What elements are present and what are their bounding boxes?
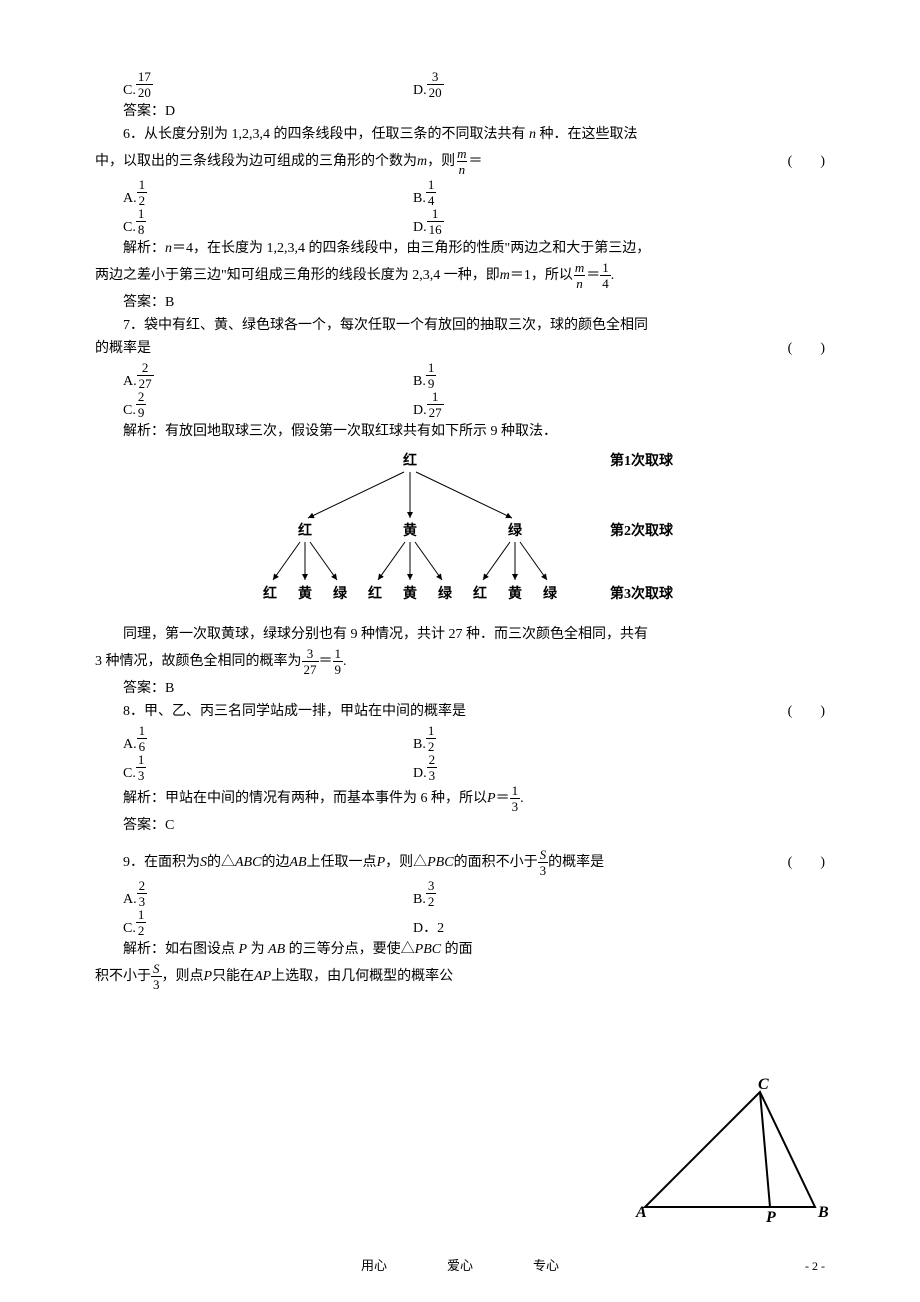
- tree-diagram: 红 第1次取球 红 黄 绿 第2次取球 红 黄 绿 红: [95, 450, 825, 620]
- q6-answer: 答案：B: [95, 292, 825, 313]
- bracket: ( ): [788, 151, 825, 172]
- q8-text: 8．甲、乙、丙三名同学站成一排，甲站在中间的概率是 ( ): [95, 701, 825, 722]
- q6-sol2: 两边之差小于第三边"知可组成三角形的线段长度为 2,3,4 一种，即 m＝1，所…: [95, 261, 825, 290]
- q6-opt-a: A.12: [123, 178, 413, 207]
- q6-row-ab: A.12 B.14: [95, 178, 825, 207]
- bracket: ( ): [788, 852, 825, 873]
- q8-sol: 解析：甲站在中间的情况有两种，而基本事件为 6 种，所以 P＝ 13 .: [95, 784, 825, 813]
- q5-row-cd: C. 17 20 D. 3 20: [95, 70, 825, 99]
- q9-opt-a: A.23: [123, 879, 413, 908]
- q9-opt-c: C.12: [123, 908, 413, 937]
- q8-opt-a: A.16: [123, 724, 413, 753]
- tree-mid-0: 红: [298, 522, 312, 539]
- q8-answer: 答案：C: [95, 815, 825, 836]
- q9-row-cd: C.12 D．2: [95, 908, 825, 937]
- tree-leaf-4: 黄: [403, 585, 417, 602]
- tree-leaf-5: 绿: [438, 585, 453, 602]
- footer-c: 专心: [533, 1255, 559, 1274]
- q6-line2: 中，以取出的三条线段为边可组成的三角形的个数为 m，则 m n ＝ ( ): [95, 147, 825, 176]
- q8-row-ab: A.16 B.12: [95, 724, 825, 753]
- tree-leaf-0: 红: [263, 585, 277, 602]
- q7-row-cd: C.29 D.127: [95, 390, 825, 419]
- footer-a: 用心: [361, 1255, 387, 1274]
- fraction: m n: [455, 147, 468, 176]
- tree-leaf-1: 黄: [298, 585, 312, 602]
- tree-leaf-3: 红: [368, 585, 382, 602]
- tri-A: A: [635, 1204, 647, 1221]
- q9-row-ab: A.23 B.32: [95, 879, 825, 908]
- q9-sol1: 解析：如右图设点 P 为 AB 的三等分点，要使△PBC 的面: [95, 939, 603, 960]
- q5-answer: 答案：D: [95, 101, 825, 122]
- triangle-svg: A B C P: [630, 1077, 830, 1227]
- q7-opt-d: D.127: [413, 390, 444, 419]
- tri-P: P: [765, 1209, 776, 1226]
- q7-sol2: 同理，第一次取黄球，绿球分别也有 9 种情况，共计 27 种．而三次颜色全相同，…: [95, 624, 825, 645]
- q7-answer: 答案：B: [95, 678, 825, 699]
- q7-sol3: 3 种情况，故颜色全相同的概率为 327 ＝ 19 .: [95, 647, 825, 676]
- tree-leaf-7: 黄: [508, 585, 522, 602]
- tree-l1: 第1次取球: [610, 452, 674, 469]
- q7-opt-b: B.19: [413, 361, 436, 390]
- q7-sol1: 解析：有放回地取球三次，假设第一次取红球共有如下所示 9 种取法．: [95, 421, 825, 442]
- q8-opt-d: D.23: [413, 753, 437, 782]
- tree-mid-2: 绿: [508, 522, 523, 539]
- tree-leaf-2: 绿: [333, 585, 348, 602]
- opt-label: D.: [413, 83, 427, 99]
- bracket: ( ): [788, 701, 825, 722]
- bracket: ( ): [788, 338, 825, 359]
- q6-sol1: 解析：n＝4，在长度为 1,2,3,4 的四条线段中，由三角形的性质"两边之和大…: [95, 238, 825, 259]
- tree-svg: 红 第1次取球 红 黄 绿 第2次取球 红 黄 绿 红: [220, 450, 700, 620]
- q5-opt-d: D. 3 20: [413, 70, 444, 99]
- q8-opt-c: C.13: [123, 753, 413, 782]
- q7-opt-a: A.227: [123, 361, 413, 390]
- q6-opt-c: C.18: [123, 207, 413, 236]
- q6-line1: 6．从长度分别为 1,2,3,4 的四条线段中，任取三条的不同取法共有 n 种．…: [95, 124, 825, 145]
- fraction: 17 20: [136, 70, 153, 99]
- q9-opt-d: D．2: [413, 908, 444, 937]
- q8-opt-b: B.12: [413, 724, 436, 753]
- fraction: 3 20: [427, 70, 444, 99]
- q7-opt-c: C.29: [123, 390, 413, 419]
- tree-leaf-8: 绿: [543, 585, 558, 602]
- footer-b: 爱心: [447, 1255, 473, 1274]
- q6-opt-b: B.14: [413, 178, 436, 207]
- tri-C: C: [758, 1077, 769, 1093]
- q7-row-ab: A.227 B.19: [95, 361, 825, 390]
- q9-opt-b: B.32: [413, 879, 436, 908]
- opt-label: C.: [123, 83, 136, 99]
- tree-leaf-6: 红: [473, 585, 487, 602]
- q6-opt-d: D.116: [413, 207, 444, 236]
- tree-mid-1: 黄: [403, 522, 417, 539]
- q6-row-cd: C.18 D.116: [95, 207, 825, 236]
- q8-row-cd: C.13 D.23: [95, 753, 825, 782]
- page-footer: 用心 爱心 专心: [0, 1255, 920, 1274]
- q7-line1: 7．袋中有红、黄、绿色球各一个，每次任取一个有放回的抽取三次，球的颜色全相同: [95, 315, 825, 336]
- q9-sol2: 积不小于 S3 ，则点 P 只能在 AP 上选取，由几何概型的概率公: [95, 962, 575, 991]
- tree-l3: 第3次取球: [610, 585, 674, 602]
- page-number: - 2 -: [805, 1259, 825, 1274]
- triangle-figure: A B C P: [630, 1077, 830, 1232]
- q7-line2: 的概率是 ( ): [95, 338, 825, 359]
- q5-opt-c: C. 17 20: [123, 70, 413, 99]
- tree-l2: 第2次取球: [610, 522, 674, 539]
- tree-root: 红: [403, 452, 417, 469]
- tri-B: B: [817, 1204, 829, 1221]
- q9-text: 9．在面积为 S 的△ABC 的边 AB 上任取一点 P，则△PBC 的面积不小…: [95, 848, 825, 877]
